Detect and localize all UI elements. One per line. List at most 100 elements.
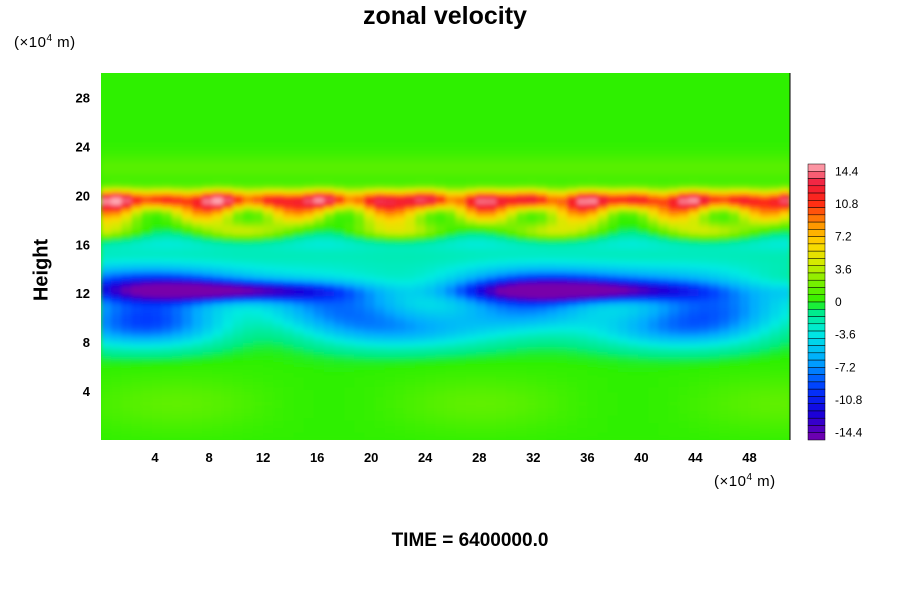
field-cell — [708, 393, 720, 397]
field-cell — [263, 356, 274, 360]
field-cell — [607, 373, 619, 377]
field-cell — [435, 283, 447, 287]
field-cell — [567, 432, 578, 436]
field-cell — [161, 356, 173, 360]
field-cell — [364, 413, 376, 417]
field-cell — [354, 349, 366, 353]
field-cell — [111, 271, 122, 275]
field-cell — [546, 432, 558, 436]
field-cell — [161, 325, 173, 329]
field-cell — [759, 347, 771, 351]
field-cell — [111, 413, 122, 417]
field-cell — [638, 371, 649, 375]
field-cell — [425, 437, 436, 440]
field-cell — [425, 364, 436, 368]
field-cell — [161, 276, 173, 280]
field-cell — [425, 312, 436, 316]
field-cell — [455, 278, 467, 282]
field-cell — [303, 415, 315, 419]
field-cell — [232, 413, 244, 417]
field-cell — [739, 310, 751, 314]
field-cell — [627, 361, 639, 365]
field-cell — [425, 393, 436, 397]
field-cell — [242, 422, 254, 426]
field-cell — [435, 381, 447, 385]
field-cell — [597, 405, 609, 409]
field-cell — [567, 339, 578, 343]
field-cell — [546, 327, 558, 331]
field-cell — [283, 312, 295, 316]
field-cell — [384, 383, 396, 387]
field-cell — [465, 400, 477, 404]
field-cell — [415, 359, 426, 363]
field-cell — [334, 369, 345, 373]
field-cell — [364, 405, 376, 409]
field-cell — [374, 425, 386, 429]
field-cell — [334, 280, 345, 285]
field-cell — [475, 364, 487, 368]
field-cell — [415, 337, 426, 341]
field-cell — [506, 339, 518, 343]
field-cell — [151, 405, 163, 409]
field-cell — [101, 437, 112, 440]
field-cell — [161, 329, 173, 333]
field-cell — [232, 386, 244, 390]
field-cell — [678, 415, 690, 419]
field-cell — [567, 302, 578, 307]
field-cell — [212, 405, 224, 409]
field-cell — [445, 403, 457, 407]
field-cell — [739, 400, 751, 404]
field-cell — [283, 398, 295, 402]
field-cell — [161, 410, 173, 414]
field-cell — [394, 302, 406, 307]
field-cell — [719, 276, 730, 280]
field-cell — [161, 263, 173, 267]
field-cell — [597, 386, 609, 390]
field-cell — [455, 432, 467, 436]
field-cell — [577, 302, 588, 307]
field-cell — [252, 271, 264, 275]
field-cell — [232, 417, 244, 422]
field-cell — [739, 312, 751, 316]
field-cell — [475, 283, 487, 287]
field-cell — [364, 300, 376, 304]
field-cell — [334, 298, 345, 302]
field-cell — [323, 342, 335, 346]
field-cell — [354, 320, 366, 324]
field-cell — [121, 395, 132, 400]
field-cell — [374, 268, 386, 272]
field-cell — [506, 366, 518, 370]
field-cell — [394, 391, 406, 395]
field-cell — [182, 283, 193, 287]
field-cell — [506, 305, 518, 309]
field-cell — [678, 327, 690, 331]
field-cell — [698, 298, 710, 302]
field-cell — [131, 405, 143, 409]
field-cell — [293, 437, 305, 440]
field-cell — [658, 369, 670, 373]
field-cell — [597, 283, 609, 287]
field-cell — [101, 342, 112, 346]
field-cell — [394, 300, 406, 304]
field-cell — [749, 317, 761, 321]
field-cell — [263, 381, 274, 385]
field-cell — [617, 354, 629, 358]
field-cell — [252, 344, 264, 348]
field-cell — [242, 413, 254, 417]
field-cell — [769, 391, 781, 395]
field-cell — [394, 263, 406, 267]
field-cell — [192, 359, 203, 363]
field-cell — [749, 295, 761, 299]
field-cell — [182, 271, 193, 275]
field-cell — [546, 342, 558, 346]
field-cell — [556, 383, 568, 387]
field-cell — [546, 300, 558, 304]
field-cell — [668, 339, 680, 343]
field-cell — [475, 327, 487, 331]
field-cell — [232, 266, 244, 270]
field-cell — [607, 283, 619, 287]
field-cell — [465, 288, 477, 292]
field-cell — [769, 413, 781, 417]
field-cell — [111, 381, 122, 385]
field-cell — [496, 283, 507, 287]
